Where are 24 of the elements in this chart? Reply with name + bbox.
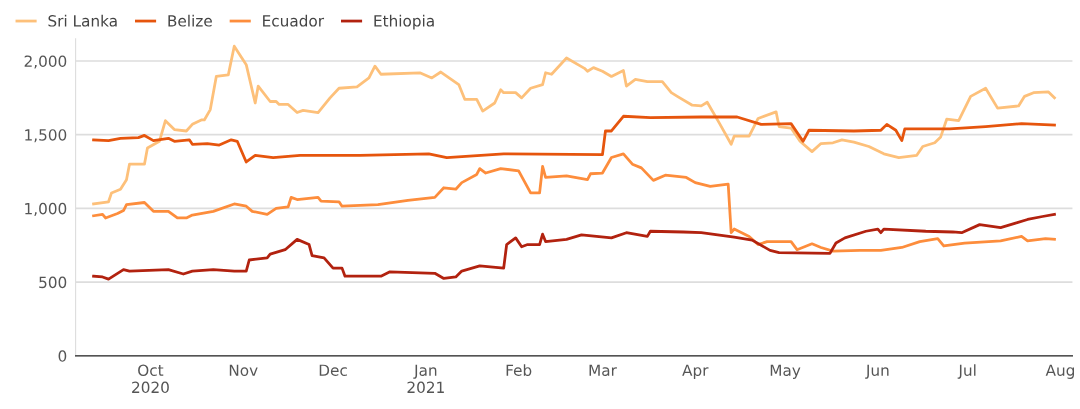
line-series [92,114,1056,164]
legend-label: Ethiopia [374,14,434,30]
x-tick-label: Nov [229,364,258,376]
x-tick-label: Jan 2021 [407,364,444,394]
x-tick-label: Jul [957,364,976,379]
legend-label: Sri Lanka [48,14,117,27]
x-tick-label: May [770,364,801,379]
y-tick-label: 1,500 [25,129,67,143]
legend-label: Ecuador [263,14,325,27]
x-tick-label: Feb [506,364,532,376]
y-tick-label: 1,000 [25,202,67,216]
x-tick-label: Dec [319,364,347,376]
x-tick-label: Oct 2020 [132,364,169,394]
x-tick-label: Mar [589,364,617,376]
y-tick-label: 500 [39,276,67,289]
x-tick-label: Aug [1045,364,1074,379]
y-tick-label: 2,000 [24,55,67,69]
y-tick-label: 0 [58,350,67,362]
line-series [92,44,1056,206]
x-tick-label: Jun [865,364,889,379]
x-tick-label: Apr [682,364,709,379]
line-series [92,152,1056,253]
legend-label: Belize [168,14,212,27]
line-series [92,212,1056,281]
